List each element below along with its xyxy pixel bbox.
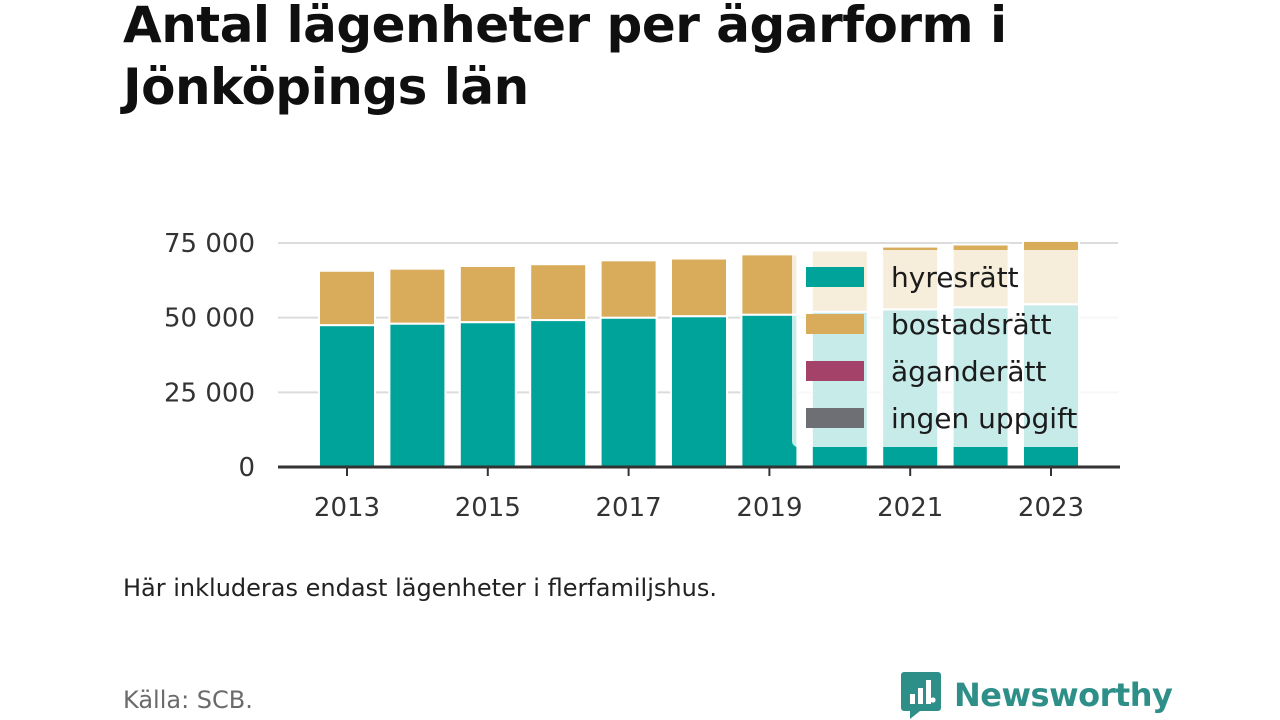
x-tick-label: 2019 bbox=[736, 493, 802, 523]
bar-stack bbox=[740, 253, 799, 468]
bar-stack bbox=[318, 269, 376, 468]
bar-segment bbox=[740, 313, 799, 468]
bar-segment bbox=[318, 324, 376, 468]
x-tick-label: 2015 bbox=[455, 493, 521, 523]
bar-segment bbox=[599, 316, 658, 468]
axes: 0 25 000 50 000 75 000 2013 2015 2017 2019 2021 2… bbox=[164, 229, 1120, 523]
bar-segment bbox=[458, 264, 517, 324]
bar-segment bbox=[529, 319, 588, 468]
legend-swatch bbox=[806, 314, 864, 334]
legend-label: bostadsrätt bbox=[891, 308, 1052, 341]
bar-segment bbox=[740, 253, 799, 316]
bar-stack bbox=[388, 267, 447, 469]
y-tick-label: 0 bbox=[238, 453, 255, 483]
source-note: Källa: SCB. bbox=[123, 686, 253, 714]
stacked-bar-chart: hyresrätt bostadsrätt äganderätt ingen uppg… bbox=[164, 229, 1122, 523]
bar-stack bbox=[670, 257, 728, 468]
chart-title: Antal lägenheter per ägarform i Jönköpin… bbox=[123, 0, 1007, 116]
brand-logo: Newsworthy bbox=[900, 670, 1173, 720]
bar-segment bbox=[388, 267, 447, 325]
y-tick-label: 50 000 bbox=[164, 304, 255, 334]
x-tick-label: 2013 bbox=[314, 493, 380, 523]
bar-segment bbox=[670, 257, 728, 318]
bar-segment bbox=[388, 322, 447, 469]
legend-label: ingen uppgift bbox=[891, 402, 1077, 435]
bar-segment bbox=[458, 321, 517, 468]
newsworthy-logo-icon bbox=[901, 672, 941, 719]
bar-segment bbox=[670, 315, 728, 468]
legend-label: äganderätt bbox=[891, 355, 1046, 388]
bar-segment bbox=[529, 263, 588, 322]
x-tick-label: 2017 bbox=[596, 493, 662, 523]
legend-swatch bbox=[806, 267, 864, 287]
legend-item: bostadsrätt bbox=[806, 308, 1052, 341]
y-tick-label: 75 000 bbox=[164, 229, 255, 259]
y-tick-label: 25 000 bbox=[164, 378, 255, 408]
bar-stack bbox=[529, 263, 588, 468]
bar-stack bbox=[599, 259, 658, 468]
chart-note: Här inkluderas endast lägenheter i flerf… bbox=[123, 574, 717, 602]
legend-box bbox=[792, 250, 1122, 447]
legend: hyresrätt bostadsrätt äganderätt ingen uppg… bbox=[792, 250, 1122, 447]
legend-label: hyresrätt bbox=[891, 261, 1019, 294]
bar-stack bbox=[458, 264, 517, 468]
legend-swatch bbox=[806, 408, 864, 428]
bar-segment bbox=[599, 259, 658, 319]
x-tick-label: 2021 bbox=[877, 493, 943, 523]
brand-name: Newsworthy bbox=[954, 676, 1173, 714]
x-tick-label: 2023 bbox=[1018, 493, 1084, 523]
legend-item: hyresrätt bbox=[806, 261, 1019, 294]
legend-item: ingen uppgift bbox=[806, 402, 1077, 435]
bar-segment bbox=[318, 269, 376, 327]
legend-item: äganderätt bbox=[806, 355, 1046, 388]
legend-swatch bbox=[806, 361, 864, 381]
